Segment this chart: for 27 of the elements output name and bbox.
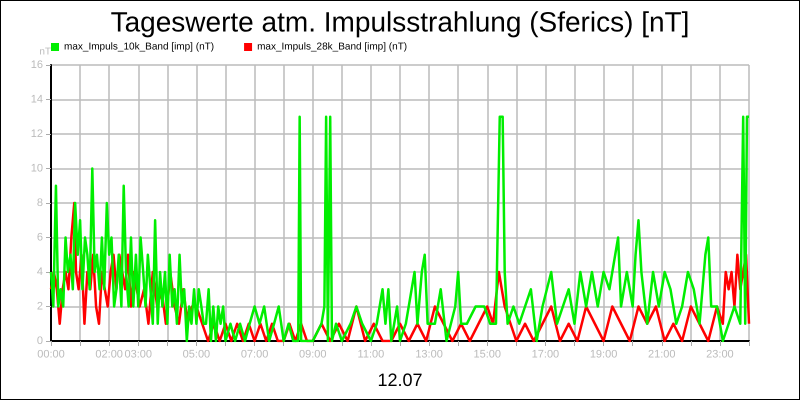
y-tick-label: 14: [30, 94, 43, 106]
x-tick-label: 17:00: [532, 348, 560, 360]
x-tick-label: 23:00: [706, 348, 734, 360]
x-tick-label: 21:00: [648, 348, 676, 360]
x-tick-label: 02:00: [95, 348, 123, 360]
y-tick-label: 16: [30, 59, 43, 71]
y-axis-title: nT: [39, 46, 51, 58]
chart-title: Tageswerte atm. Impulsstrahlung (Sferics) [nT]: [110, 6, 690, 38]
y-tick-label: 10: [30, 162, 43, 174]
y-tick-label: 6: [36, 232, 43, 244]
x-tick-label: 07:00: [240, 348, 268, 360]
x-tick-label: 00:00: [37, 348, 65, 360]
x-tick-label: 03:00: [124, 348, 152, 360]
y-tick-label: 8: [36, 197, 43, 209]
x-tick-label: 15:00: [473, 348, 502, 360]
x-tick-label: 09:00: [298, 348, 327, 360]
y-tick-label: 12: [30, 128, 43, 140]
y-tick-label: 4: [36, 266, 43, 278]
y-tick-label: 2: [36, 300, 43, 312]
y-tick-label: 0: [36, 335, 43, 347]
x-tick-label: 05:00: [182, 348, 210, 360]
legend-label: max_Impuls_28k_Band [imp] (nT): [257, 42, 408, 52]
x-tick-label: 11:00: [358, 348, 384, 360]
legend-label: max_Impuls_10k_Band [imp] (nT): [64, 42, 214, 52]
x-tick-label: 19:00: [590, 348, 618, 360]
x-tick-label: 13:00: [415, 348, 443, 360]
x-axis-title: 12.07: [377, 370, 423, 390]
